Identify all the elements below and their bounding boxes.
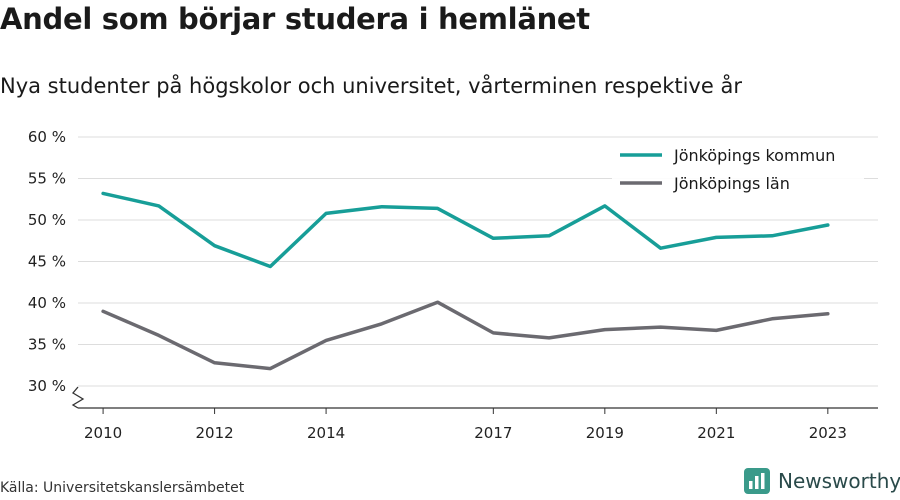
- chart-title: Andel som börjar studera i hemlänet: [0, 2, 590, 36]
- chart-subtitle: Nya studenter på högskolor och universit…: [0, 74, 742, 98]
- y-tick-label: 40 %: [28, 294, 66, 312]
- brand-name: Newsworthy: [778, 469, 900, 493]
- x-axis: 2010 2012 2014 2017 2019 2021 2023: [71, 386, 878, 442]
- y-tick-label: 50 %: [28, 211, 66, 229]
- y-tick-label: 60 %: [28, 128, 66, 146]
- legend-label: Jönköpings län: [673, 174, 790, 193]
- bar-chart-icon: [744, 468, 770, 494]
- legend: Jönköpings kommun Jönköpings län: [612, 140, 864, 198]
- x-tick-label: 2014: [307, 424, 345, 442]
- y-tick-label: 55 %: [28, 170, 66, 188]
- brand: Newsworthy: [744, 468, 900, 494]
- line-chart: 30 %35 %40 %45 %50 %55 %60 % 2010 2012 201…: [28, 128, 878, 442]
- series-line-1: [101, 300, 830, 371]
- series-line-0: [101, 191, 830, 269]
- x-tick-label: 2023: [809, 424, 847, 442]
- axis-break-icon: [71, 386, 85, 409]
- source-note: Källa: Universitetskanslersämbetet: [0, 480, 245, 496]
- x-tick-label: 2010: [84, 424, 122, 442]
- x-tick-label: 2012: [195, 424, 233, 442]
- legend-label: Jönköpings kommun: [673, 146, 835, 165]
- y-tick-label: 30 %: [28, 377, 66, 395]
- x-tick-label: 2019: [586, 424, 624, 442]
- x-tick-label: 2017: [474, 424, 512, 442]
- x-tick-label: 2021: [697, 424, 735, 442]
- y-axis-ticks: 30 % 35 % 40 % 45 % 50 % 55 % 60 %: [28, 128, 66, 395]
- legend-background: [612, 140, 864, 198]
- y-tick-label: 45 %: [28, 253, 66, 271]
- series-lines: [101, 191, 830, 371]
- y-tick-label: 35 %: [28, 336, 66, 354]
